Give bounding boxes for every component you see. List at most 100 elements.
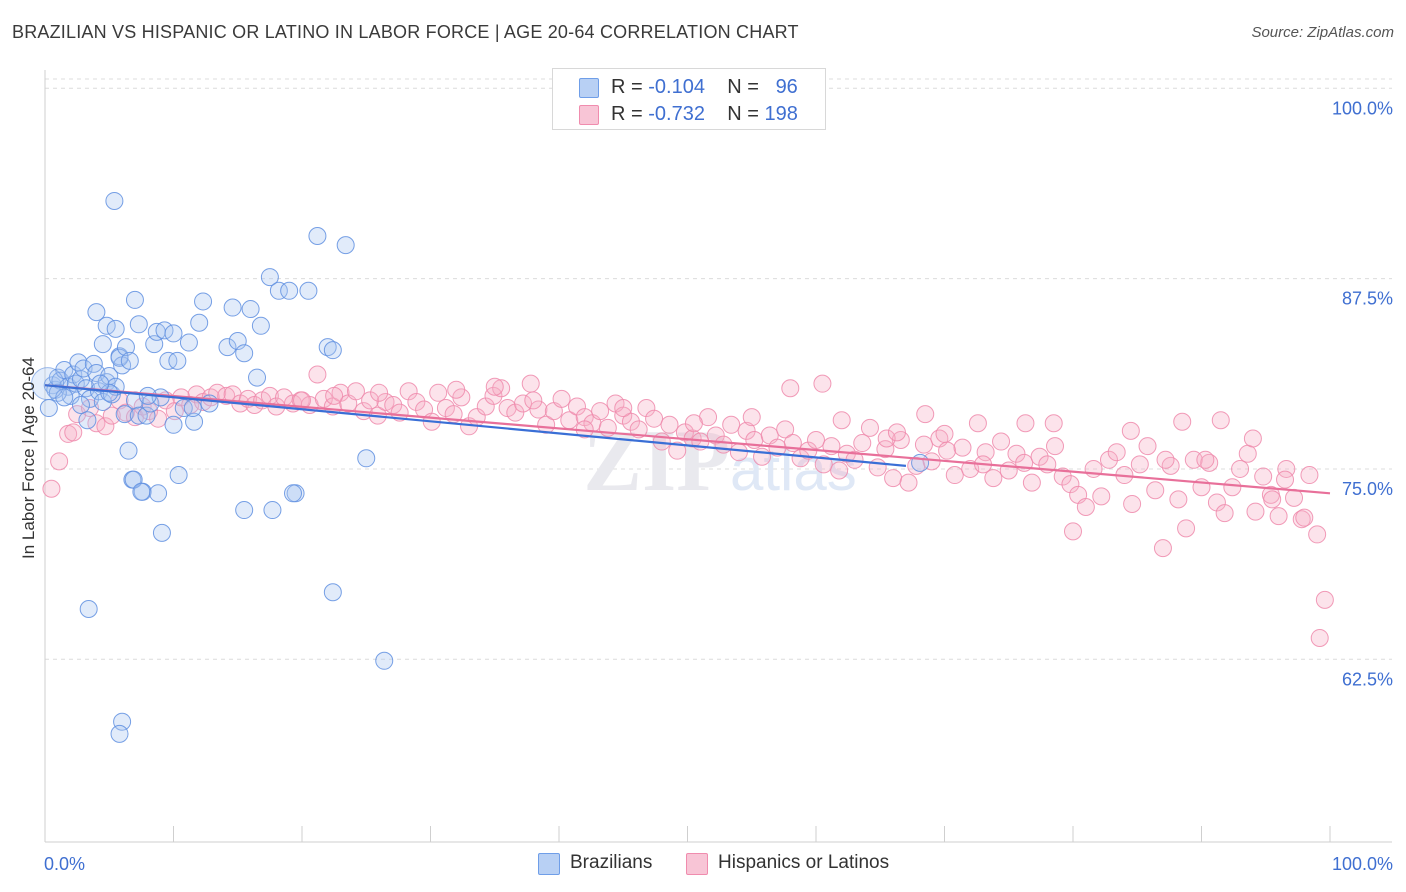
- x-tick-label: 0.0%: [44, 854, 85, 874]
- data-point: [968, 414, 987, 433]
- data-point: [945, 466, 964, 485]
- data-point: [506, 403, 525, 422]
- data-point: [31, 367, 65, 401]
- data-point: [999, 461, 1018, 480]
- legend-r-value: -0.104: [648, 76, 705, 98]
- data-point: [1207, 493, 1226, 512]
- data-point: [521, 374, 540, 393]
- data-point: [323, 341, 342, 360]
- data-point: [668, 441, 687, 460]
- data-point: [877, 429, 896, 448]
- data-point: [1022, 473, 1041, 492]
- data-point: [1061, 475, 1080, 494]
- data-point: [1211, 411, 1230, 430]
- data-point: [223, 298, 242, 317]
- data-point: [813, 374, 832, 393]
- data-point: [832, 411, 851, 430]
- data-point: [263, 501, 282, 520]
- data-point: [149, 484, 168, 503]
- data-point: [308, 226, 327, 245]
- data-point: [96, 417, 115, 436]
- data-point: [318, 338, 337, 357]
- data-point: [1300, 466, 1319, 485]
- data-point: [524, 391, 543, 410]
- data-point: [660, 415, 679, 434]
- legend-swatch-blue: [538, 853, 560, 875]
- data-point: [105, 191, 124, 210]
- data-point: [807, 431, 825, 450]
- data-point: [984, 469, 1003, 488]
- trend-line-brazilians: [44, 384, 907, 467]
- data-point: [132, 482, 151, 501]
- y-tick-label: 62.5%: [1342, 669, 1393, 689]
- x-tick-label: 100.0%: [1332, 854, 1393, 874]
- data-point: [1121, 421, 1140, 440]
- data-point: [42, 479, 61, 498]
- legend-swatch-blue: [579, 78, 599, 98]
- data-point: [64, 423, 83, 442]
- data-point: [853, 434, 872, 453]
- data-point: [916, 405, 935, 424]
- tick-labels: 100.0% 87.5% 75.0% 62.5% 0.0% 100.0%: [44, 98, 1393, 874]
- trend-lines: [44, 384, 1331, 495]
- data-point: [78, 411, 97, 430]
- data-point: [241, 300, 260, 319]
- data-point: [190, 313, 209, 332]
- grid: [45, 78, 1392, 660]
- data-point: [336, 236, 355, 255]
- legend-r-label: R =: [611, 76, 643, 98]
- data-point: [706, 426, 725, 445]
- data-point: [357, 449, 376, 468]
- data-point: [1223, 478, 1242, 497]
- data-point: [1030, 447, 1049, 466]
- source-label: Source: ZipAtlas.com: [1251, 24, 1394, 41]
- data-point: [346, 382, 365, 401]
- data-point: [552, 389, 571, 408]
- legend-swatch-pink: [579, 105, 599, 125]
- data-point: [614, 399, 633, 418]
- data-point: [323, 583, 342, 602]
- data-point: [116, 338, 135, 357]
- data-point: [1310, 628, 1329, 647]
- data-point: [119, 441, 138, 460]
- trend-line-hispanics: [44, 384, 1331, 495]
- legend-n-value: 96: [775, 76, 798, 98]
- data-point: [71, 395, 90, 414]
- data-point: [1215, 504, 1234, 523]
- data-point: [79, 600, 98, 619]
- data-point: [185, 412, 204, 431]
- data-point: [737, 421, 756, 440]
- data-point: [629, 420, 648, 439]
- data-point: [537, 415, 556, 434]
- data-point: [1099, 450, 1118, 469]
- data-point: [637, 399, 656, 418]
- data-point: [284, 484, 303, 503]
- data-point: [911, 453, 930, 472]
- legend-n-value: 198: [764, 103, 798, 125]
- data-point: [260, 268, 279, 287]
- data-point: [645, 409, 664, 428]
- data-point: [164, 415, 183, 434]
- data-point: [248, 368, 267, 387]
- data-point: [299, 281, 318, 300]
- data-point: [1169, 490, 1188, 509]
- data-point: [280, 281, 299, 300]
- data-point: [1153, 539, 1172, 558]
- data-point: [1161, 456, 1180, 475]
- data-point: [93, 392, 112, 411]
- data-point: [860, 418, 879, 437]
- data-point: [1007, 444, 1026, 463]
- data-point: [407, 392, 426, 411]
- data-point: [1295, 508, 1314, 527]
- data-point: [1044, 414, 1063, 433]
- data-point: [251, 316, 270, 335]
- data-point: [1130, 455, 1149, 474]
- data-point: [106, 319, 125, 338]
- data-point: [93, 335, 112, 354]
- data-point: [308, 365, 327, 384]
- data-point: [375, 651, 394, 670]
- data-point: [164, 324, 183, 343]
- y-tick-label: 87.5%: [1342, 289, 1393, 309]
- data-point: [235, 501, 254, 520]
